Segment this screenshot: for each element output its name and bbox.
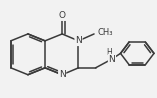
Text: H: H: [106, 48, 112, 57]
Text: N: N: [75, 36, 82, 45]
Text: O: O: [59, 11, 66, 20]
Text: N: N: [109, 55, 115, 64]
Text: CH₃: CH₃: [98, 28, 114, 37]
Text: N: N: [59, 70, 65, 79]
